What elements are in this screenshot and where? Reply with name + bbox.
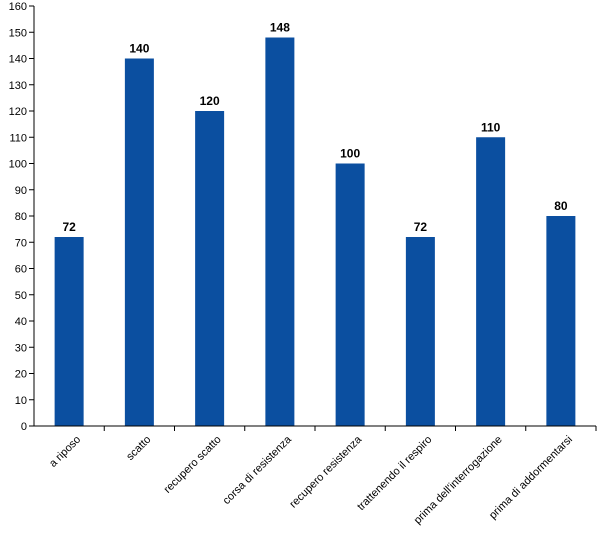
bar: [124, 58, 154, 426]
data-label: 110: [481, 120, 501, 134]
y-tick-label: 90: [15, 185, 27, 197]
y-tick-label: 100: [9, 159, 27, 171]
y-tick-label: 30: [15, 342, 27, 354]
data-labels: 72 140 120 148 100 72 110 80: [62, 21, 567, 235]
y-axis-ticks: 0 10 20 30 40 50 60 70 80 90 100 110 120 130 140 150 160: [9, 1, 34, 433]
bar: [546, 216, 576, 426]
data-label: 140: [129, 42, 149, 56]
data-label: 80: [554, 199, 568, 213]
x-tick-label: a riposo: [47, 434, 83, 470]
y-tick-label: 110: [9, 132, 27, 144]
data-label: 148: [270, 21, 290, 35]
y-tick-label: 60: [15, 264, 27, 276]
data-label: 100: [340, 147, 360, 161]
x-tick-label: scatto: [124, 434, 153, 463]
bar: [335, 163, 365, 426]
data-label: 72: [414, 220, 428, 234]
data-label: 120: [200, 94, 220, 108]
y-tick-label: 150: [9, 27, 27, 39]
bar: [54, 237, 84, 426]
y-tick-label: 50: [15, 290, 27, 302]
y-tick-label: 80: [15, 211, 27, 223]
y-tick-label: 160: [9, 1, 27, 13]
y-tick-label: 120: [9, 106, 27, 118]
x-tick-label: prima di addormentarsi: [487, 434, 575, 522]
bar: [405, 237, 435, 426]
x-tick-label: corsa di resistenza: [221, 433, 295, 507]
bar: [476, 137, 506, 426]
y-tick-label: 140: [9, 54, 27, 66]
y-tick-label: 40: [15, 316, 27, 328]
y-tick-label: 20: [15, 369, 27, 381]
data-label: 72: [62, 220, 76, 234]
y-tick-label: 10: [15, 395, 27, 407]
y-tick-label: 0: [21, 421, 27, 433]
x-tick-label: recupero resistenza: [287, 433, 364, 510]
x-tick-label: recupero scatto: [162, 434, 224, 496]
bar: [195, 111, 225, 426]
bar: [265, 37, 295, 426]
bar-series: [54, 37, 576, 426]
y-tick-label: 70: [15, 237, 27, 249]
y-tick-label: 130: [9, 80, 27, 92]
x-tick-label: trattenendo il respiro: [355, 434, 434, 513]
